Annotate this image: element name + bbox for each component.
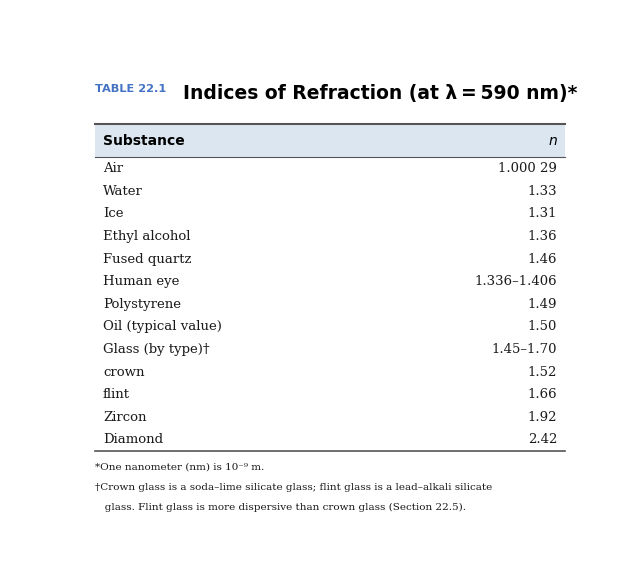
Text: 1.31: 1.31 [527, 207, 557, 220]
Text: Ice: Ice [103, 207, 124, 220]
Text: 1.46: 1.46 [527, 253, 557, 266]
FancyBboxPatch shape [95, 124, 565, 157]
Text: *One nanometer (nm) is 10⁻⁹ m.: *One nanometer (nm) is 10⁻⁹ m. [95, 462, 265, 471]
Text: †Crown glass is a soda–lime silicate glass; flint glass is a lead–alkali silicat: †Crown glass is a soda–lime silicate gla… [95, 483, 493, 492]
Text: 1.52: 1.52 [528, 366, 557, 379]
Text: Substance: Substance [103, 134, 185, 148]
Text: glass. Flint glass is more dispersive than crown glass (Section 22.5).: glass. Flint glass is more dispersive th… [95, 503, 466, 513]
Text: 1.33: 1.33 [527, 185, 557, 197]
Text: Glass (by type)†: Glass (by type)† [103, 343, 209, 356]
Text: 1.49: 1.49 [527, 298, 557, 311]
Text: Zircon: Zircon [103, 411, 146, 424]
Text: 1.45–1.70: 1.45–1.70 [491, 343, 557, 356]
Text: Ethyl alcohol: Ethyl alcohol [103, 230, 191, 243]
Text: 1.50: 1.50 [528, 320, 557, 333]
Text: 1.000 29: 1.000 29 [498, 162, 557, 175]
Text: 1.36: 1.36 [527, 230, 557, 243]
Text: flint: flint [103, 388, 130, 401]
Text: 2.42: 2.42 [528, 433, 557, 447]
Text: n: n [549, 134, 557, 148]
Text: Oil (typical value): Oil (typical value) [103, 320, 222, 333]
Text: 1.92: 1.92 [527, 411, 557, 424]
Text: Fused quartz: Fused quartz [103, 253, 191, 266]
Text: Human eye: Human eye [103, 275, 179, 288]
Text: 1.66: 1.66 [527, 388, 557, 401]
Text: TABLE 22.1: TABLE 22.1 [95, 84, 167, 94]
Text: Diamond: Diamond [103, 433, 163, 447]
Text: Polystyrene: Polystyrene [103, 298, 181, 311]
Text: Air: Air [103, 162, 123, 175]
Text: Indices of Refraction (at λ = 590 nm)*: Indices of Refraction (at λ = 590 nm)* [183, 84, 577, 103]
Text: Water: Water [103, 185, 143, 197]
Text: 1.336–1.406: 1.336–1.406 [475, 275, 557, 288]
Text: crown: crown [103, 366, 144, 379]
